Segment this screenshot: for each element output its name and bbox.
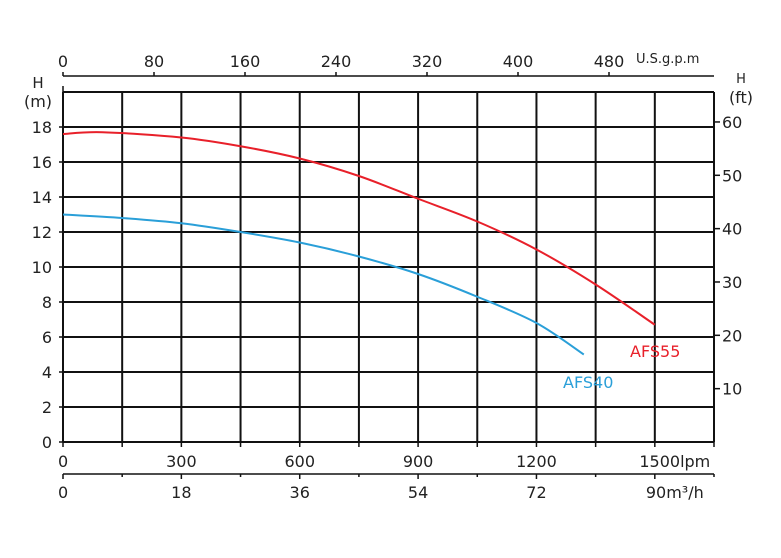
y-left-tick-label: 2 [42, 398, 52, 417]
x-lpm-tick-label: 1500lpm [639, 452, 710, 471]
y-right-label-unit: (ft) [729, 88, 753, 107]
y-right-tick-label: 60 [722, 113, 742, 132]
x-lpm-tick-label: 900 [403, 452, 434, 471]
x-m3h-tick-label: 54 [408, 483, 428, 502]
y-left-tick-label: 18 [32, 118, 52, 137]
x-gpm-tick-label: 0 [58, 52, 68, 71]
y-left-tick-label: 8 [42, 293, 52, 312]
y-right-tick-label: 10 [722, 380, 742, 399]
y-left-tick-label: 10 [32, 258, 52, 277]
y-left-tick-label: 14 [32, 188, 52, 207]
y-right-tick-label: 30 [722, 273, 742, 292]
series-label-afs40: AFS40 [563, 373, 613, 392]
x-lpm-tick-label: 1200 [516, 452, 557, 471]
x-top-unit-label: U.S.g.p.m [636, 52, 699, 67]
y-right-tick-label: 20 [722, 326, 742, 345]
y-left-tick-label: 4 [42, 363, 52, 382]
x-m3h-tick-label: 36 [290, 483, 310, 502]
series-group [62, 131, 656, 356]
series-label-afs55: AFS55 [630, 342, 680, 361]
y-right-label-h: H [736, 72, 746, 87]
series-line-afs40 [62, 213, 585, 356]
y-left-tick-label: 12 [32, 223, 52, 242]
y-left-label-unit: (m) [24, 92, 52, 111]
x-m3h-tick-label: 72 [526, 483, 546, 502]
x-m3h-tick-label: 18 [171, 483, 191, 502]
y-left-tick-label: 6 [42, 328, 52, 347]
y-left-tick-label: 16 [32, 153, 52, 172]
y-left-tick-label: 0 [42, 433, 52, 452]
x-m3h-tick-label: 90m³/h [646, 483, 704, 502]
x-gpm-tick-label: 480 [594, 52, 625, 71]
x-lpm-tick-label: 0 [58, 452, 68, 471]
x-gpm-tick-label: 240 [321, 52, 352, 71]
series-line-afs55 [62, 131, 656, 326]
x-gpm-tick-label: 320 [412, 52, 443, 71]
x-m3h-tick-label: 0 [58, 483, 68, 502]
x-lpm-tick-label: 300 [166, 452, 197, 471]
y-right-tick-label: 50 [722, 166, 742, 185]
x-gpm-tick-label: 160 [230, 52, 261, 71]
x-lpm-tick-label: 600 [284, 452, 315, 471]
grid [62, 91, 715, 443]
y-right-tick-label: 40 [722, 220, 742, 239]
x-gpm-tick-label: 400 [503, 52, 534, 71]
y-left-label-h: H [32, 74, 43, 92]
x-gpm-tick-label: 80 [144, 52, 164, 71]
